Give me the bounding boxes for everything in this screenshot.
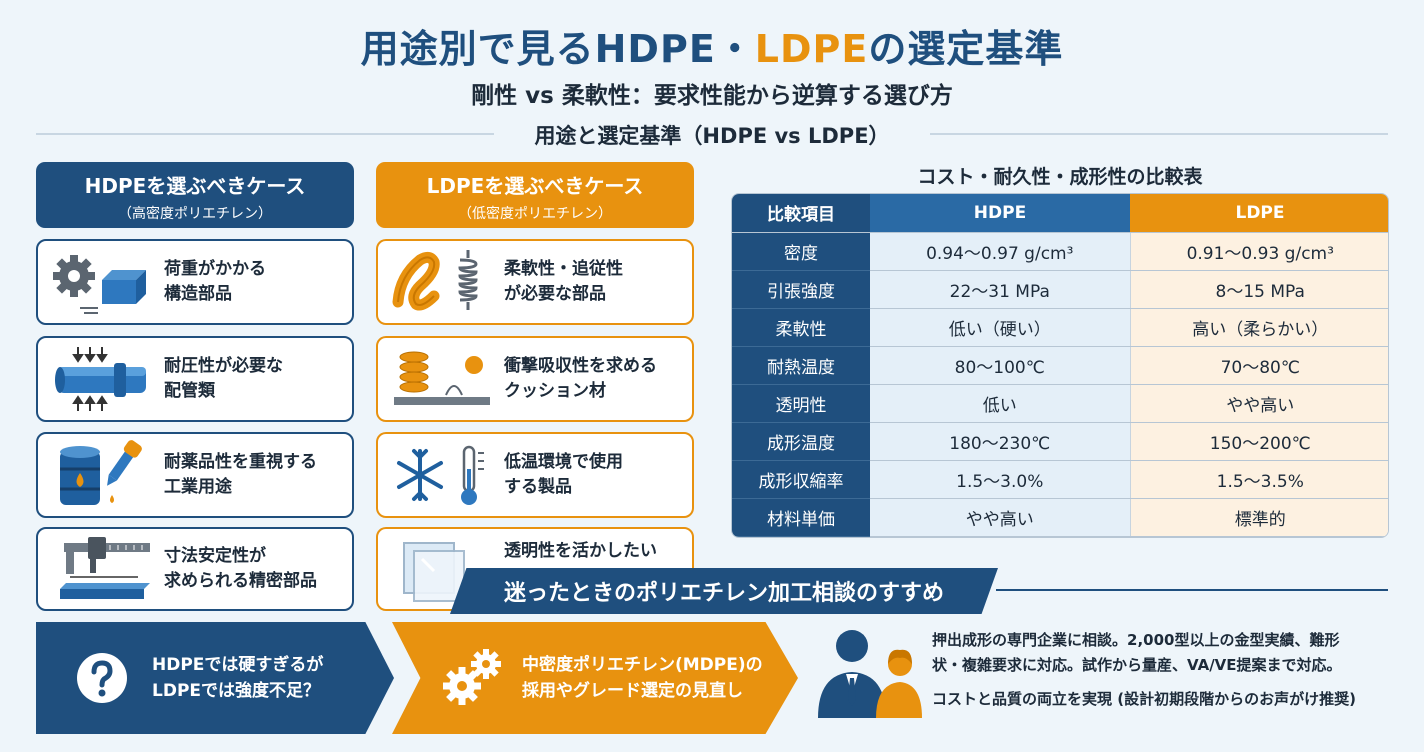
hdpe-card-text: 寸法安定性が 求められる精密部品 bbox=[164, 546, 317, 591]
row-label: 透明性 bbox=[732, 384, 870, 423]
hdpe-card-structural: 荷重がかかる 構造部品 bbox=[36, 239, 354, 325]
table-row: 成形温度 180〜230℃ 150〜200℃ bbox=[732, 422, 1388, 461]
page-title: 用途別で見るHDPE・LDPEの選定基準 bbox=[0, 18, 1424, 73]
hdpe-card-text: 耐薬品性を重視する 工業用途 bbox=[164, 452, 317, 497]
hdpe-heading-box: HDPEを選ぶべきケース （高密度ポリエチレン） bbox=[36, 162, 354, 228]
ldpe-value: 0.91〜0.93 g/cm³ bbox=[1130, 232, 1388, 271]
hdpe-heading: HDPEを選ぶべきケース bbox=[84, 174, 306, 198]
section-heading: 用途と選定基準（HDPE vs LDPE） bbox=[534, 124, 890, 148]
row-label: 柔軟性 bbox=[732, 308, 870, 347]
hdpe-value: 0.94〜0.97 g/cm³ bbox=[870, 232, 1131, 271]
pipe-icon bbox=[55, 347, 146, 411]
title-part-1: 用途別で見るHDPE・ bbox=[360, 27, 755, 71]
divider-right bbox=[930, 133, 1388, 135]
ldpe-heading-box: LDPEを選ぶべきケース （低密度ポリエチレン） bbox=[376, 162, 694, 228]
ldpe-card-cushion: 衝撃吸収性を求める クッション材 bbox=[376, 336, 694, 422]
spring-icon bbox=[392, 250, 478, 311]
transparent-sheet-icon bbox=[403, 542, 465, 602]
hdpe-value: 180〜230℃ bbox=[870, 422, 1131, 461]
hdpe-card-piping: 耐圧性が必要な 配管類 bbox=[36, 336, 354, 422]
table-title: コスト・耐久性・成形性の比較表 bbox=[917, 166, 1203, 188]
title-ldpe: LDPE bbox=[754, 27, 869, 71]
ldpe-value: 高い（柔らかい） bbox=[1130, 308, 1388, 347]
ldpe-value: 1.5〜3.5% bbox=[1130, 460, 1388, 499]
hdpe-value: 低い（硬い） bbox=[870, 308, 1131, 347]
divider-left bbox=[36, 133, 494, 135]
table-row: 耐熱温度 80〜100℃ 70〜80℃ bbox=[732, 346, 1388, 385]
comparison-table: 比較項目 HDPE LDPE 密度 0.94〜0.97 g/cm³ 0.91〜0.9… bbox=[731, 193, 1389, 538]
mdpe-text: 中密度ポリエチレン(MDPE)の 採用やグレード選定の見直し bbox=[522, 655, 763, 701]
ldpe-card-text: 衝撃吸収性を求める クッション材 bbox=[504, 356, 657, 401]
ldpe-card-text: 透明性を活かしたい bbox=[504, 541, 657, 561]
hdpe-card-chemical: 耐薬品性を重視する 工業用途 bbox=[36, 432, 354, 518]
consultant-icon bbox=[818, 630, 922, 718]
chemical-drum-icon bbox=[60, 440, 142, 505]
ldpe-card-text: 低温環境で使用 する製品 bbox=[504, 452, 623, 497]
hdpe-value: 22〜31 MPa bbox=[870, 270, 1131, 309]
gears-icon bbox=[443, 649, 501, 705]
table-row: 材料単価 やや高い 標準的 bbox=[732, 498, 1388, 537]
consult-divider bbox=[996, 589, 1388, 591]
row-label: 成形収縮率 bbox=[732, 460, 870, 499]
row-label: 密度 bbox=[732, 232, 870, 271]
cushion-icon bbox=[394, 351, 490, 405]
question-icon bbox=[77, 653, 127, 703]
page-subtitle: 剛性 vs 柔軟性：要求性能から逆算する選び方 bbox=[471, 83, 953, 109]
consult-banner: 迷ったときのポリエチレン加工相談のすすめ bbox=[450, 568, 998, 614]
ldpe-card-flexible: 柔軟性・追従性 が必要な部品 bbox=[376, 239, 694, 325]
header-item: 比較項目 bbox=[732, 194, 870, 233]
consult-body: 押出成形の専門企業に相談。2,000型以上の金型実績、難形 状・複雑要求に対応。… bbox=[932, 631, 1342, 674]
gear-block-icon bbox=[53, 255, 146, 314]
row-label: 成形温度 bbox=[732, 422, 870, 461]
snowflake-thermometer-icon bbox=[397, 445, 484, 505]
table-row: 密度 0.94〜0.97 g/cm³ 0.91〜0.93 g/cm³ bbox=[732, 232, 1388, 271]
ldpe-value: 8〜15 MPa bbox=[1130, 270, 1388, 309]
hdpe-card-text: 荷重がかかる 構造部品 bbox=[164, 259, 266, 304]
mdpe-arrow: 中密度ポリエチレン(MDPE)の 採用やグレード選定の見直し bbox=[392, 622, 798, 734]
row-label: 引張強度 bbox=[732, 270, 870, 309]
caliper-icon bbox=[60, 537, 150, 599]
table-row: 引張強度 22〜31 MPa 8〜15 MPa bbox=[732, 270, 1388, 309]
hdpe-subheading: （高密度ポリエチレン） bbox=[118, 206, 272, 222]
question-text: HDPEでは硬すぎるが LDPEでは強度不足？ bbox=[152, 655, 324, 701]
ldpe-card-text: 柔軟性・追従性 が必要な部品 bbox=[504, 259, 623, 304]
row-label: 材料単価 bbox=[732, 498, 870, 537]
ldpe-heading: LDPEを選ぶべきケース bbox=[426, 174, 644, 198]
consult-footer: コストと品質の両立を実現 (設計初期段階からのお声がけ推奨) bbox=[932, 690, 1356, 708]
hdpe-card-precision: 寸法安定性が 求められる精密部品 bbox=[36, 527, 354, 611]
question-arrow: HDPEでは硬すぎるが LDPEでは強度不足？ bbox=[36, 622, 394, 734]
ldpe-value: やや高い bbox=[1130, 384, 1388, 423]
table-row: 柔軟性 低い（硬い） 高い（柔らかい） bbox=[732, 308, 1388, 347]
hdpe-card-text: 耐圧性が必要な 配管類 bbox=[164, 356, 283, 401]
title-part-3: の選定基準 bbox=[868, 27, 1064, 71]
hdpe-value: 低い bbox=[870, 384, 1131, 423]
table-header-row: 比較項目 HDPE LDPE bbox=[732, 194, 1388, 233]
table-row: 透明性 低い やや高い bbox=[732, 384, 1388, 423]
row-label: 耐熱温度 bbox=[732, 346, 870, 385]
ldpe-subheading: （低密度ポリエチレン） bbox=[458, 206, 612, 222]
hdpe-value: 80〜100℃ bbox=[870, 346, 1131, 385]
ldpe-value: 標準的 bbox=[1130, 498, 1388, 537]
header-hdpe: HDPE bbox=[870, 194, 1130, 233]
hdpe-value: やや高い bbox=[870, 498, 1131, 537]
ldpe-card-low-temp: 低温環境で使用 する製品 bbox=[376, 432, 694, 518]
table-row: 成形収縮率 1.5〜3.0% 1.5〜3.5% bbox=[732, 460, 1388, 499]
ldpe-value: 70〜80℃ bbox=[1130, 346, 1388, 385]
hdpe-value: 1.5〜3.0% bbox=[870, 460, 1131, 499]
header-ldpe: LDPE bbox=[1130, 194, 1388, 233]
ldpe-value: 150〜200℃ bbox=[1130, 422, 1388, 461]
